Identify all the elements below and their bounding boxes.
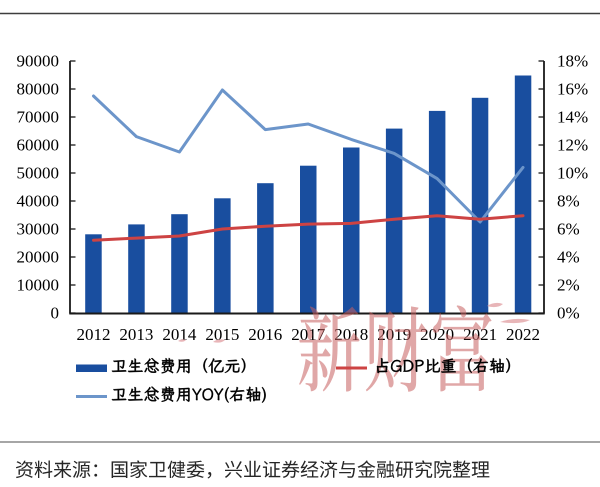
svg-text:2014: 2014 (162, 325, 197, 344)
svg-text:2016: 2016 (248, 325, 282, 344)
svg-text:2013: 2013 (119, 325, 153, 344)
svg-text:70000: 70000 (17, 108, 60, 127)
svg-text:2012: 2012 (77, 325, 111, 344)
svg-text:8%: 8% (557, 192, 580, 211)
svg-text:6%: 6% (557, 220, 580, 239)
svg-text:30000: 30000 (17, 220, 60, 239)
svg-text:2%: 2% (557, 276, 580, 295)
svg-text:4%: 4% (557, 248, 580, 267)
svg-text:20000: 20000 (17, 248, 60, 267)
svg-text:14%: 14% (557, 108, 588, 127)
svg-text:2015: 2015 (205, 325, 239, 344)
svg-text:80000: 80000 (17, 80, 60, 99)
svg-text:50000: 50000 (17, 164, 60, 183)
svg-text:60000: 60000 (17, 136, 60, 155)
svg-text:0%: 0% (557, 304, 580, 323)
svg-text:90000: 90000 (17, 52, 60, 71)
svg-text:2022: 2022 (506, 325, 540, 344)
svg-text:10000: 10000 (17, 276, 60, 295)
svg-text:10%: 10% (557, 164, 588, 183)
svg-text:12%: 12% (557, 136, 588, 155)
svg-text:18%: 18% (557, 52, 588, 71)
svg-text:40000: 40000 (17, 192, 60, 211)
svg-text:0: 0 (51, 304, 60, 323)
svg-text:2020: 2020 (420, 325, 454, 344)
svg-text:16%: 16% (557, 80, 588, 99)
